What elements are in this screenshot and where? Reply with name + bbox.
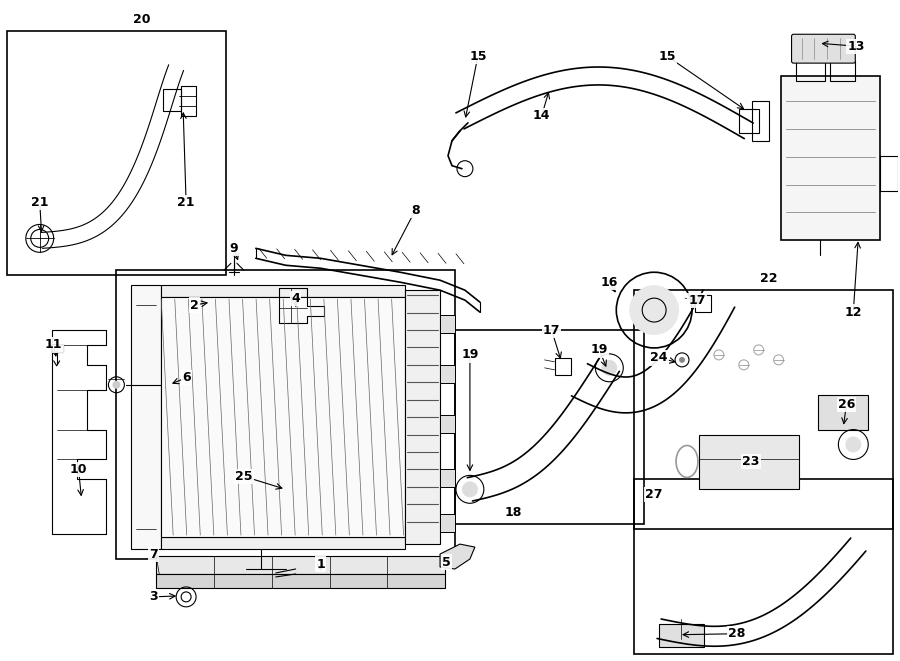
Text: 9: 9: [230, 242, 238, 255]
Text: 19: 19: [461, 348, 479, 362]
Text: 23: 23: [742, 455, 760, 468]
Text: 19: 19: [590, 344, 608, 356]
Text: 12: 12: [844, 305, 862, 319]
Bar: [161, 537, 405, 549]
Bar: [554, 358, 572, 375]
Text: 17: 17: [688, 293, 706, 307]
Bar: [405, 290, 440, 544]
Text: 22: 22: [760, 272, 778, 285]
Bar: [157, 574, 445, 588]
Bar: [880, 156, 898, 190]
Bar: [634, 479, 893, 654]
Text: 8: 8: [410, 204, 419, 217]
Text: 1: 1: [316, 557, 325, 570]
Bar: [739, 109, 759, 133]
Text: 4: 4: [292, 292, 300, 305]
Text: 16: 16: [600, 276, 618, 289]
Text: 15: 15: [658, 50, 676, 63]
Text: 21: 21: [31, 196, 49, 209]
Bar: [695, 295, 711, 312]
Bar: [440, 315, 455, 333]
Text: 14: 14: [533, 110, 551, 122]
Text: 28: 28: [728, 627, 745, 641]
Bar: [818, 395, 868, 430]
Bar: [161, 285, 405, 297]
Bar: [634, 290, 893, 529]
Bar: [246, 569, 275, 584]
Bar: [699, 434, 798, 489]
Text: 24: 24: [651, 352, 668, 364]
Text: 3: 3: [148, 590, 157, 603]
Bar: [161, 297, 405, 537]
Bar: [163, 89, 181, 111]
Text: 18: 18: [505, 506, 522, 519]
Bar: [181, 86, 196, 116]
Text: 27: 27: [645, 488, 663, 501]
Text: 7: 7: [148, 547, 157, 561]
Circle shape: [629, 285, 679, 335]
Circle shape: [845, 436, 861, 453]
Circle shape: [112, 381, 121, 389]
Text: 25: 25: [235, 470, 253, 483]
Bar: [157, 556, 445, 574]
Bar: [7, 31, 226, 275]
Bar: [116, 270, 455, 559]
Text: 21: 21: [177, 196, 195, 209]
Text: 13: 13: [848, 40, 865, 53]
Text: 15: 15: [469, 50, 487, 63]
Circle shape: [679, 357, 685, 363]
Bar: [440, 414, 455, 432]
Text: 17: 17: [543, 323, 561, 336]
Text: 10: 10: [70, 463, 87, 476]
Circle shape: [601, 360, 617, 376]
Polygon shape: [440, 544, 475, 569]
Bar: [752, 101, 769, 141]
Bar: [659, 624, 704, 646]
Bar: [131, 285, 161, 549]
FancyBboxPatch shape: [792, 34, 855, 63]
Bar: [440, 514, 455, 532]
Bar: [440, 365, 455, 383]
Circle shape: [462, 481, 478, 497]
Text: 6: 6: [182, 371, 191, 384]
Bar: [440, 469, 455, 487]
Bar: [831, 61, 855, 81]
Bar: [455, 330, 644, 524]
Text: 5: 5: [442, 555, 450, 568]
Text: 11: 11: [45, 338, 62, 352]
Text: 20: 20: [132, 13, 150, 26]
Text: 2: 2: [190, 299, 199, 311]
Text: 26: 26: [838, 398, 855, 411]
Bar: [796, 56, 825, 81]
Bar: [780, 76, 880, 241]
